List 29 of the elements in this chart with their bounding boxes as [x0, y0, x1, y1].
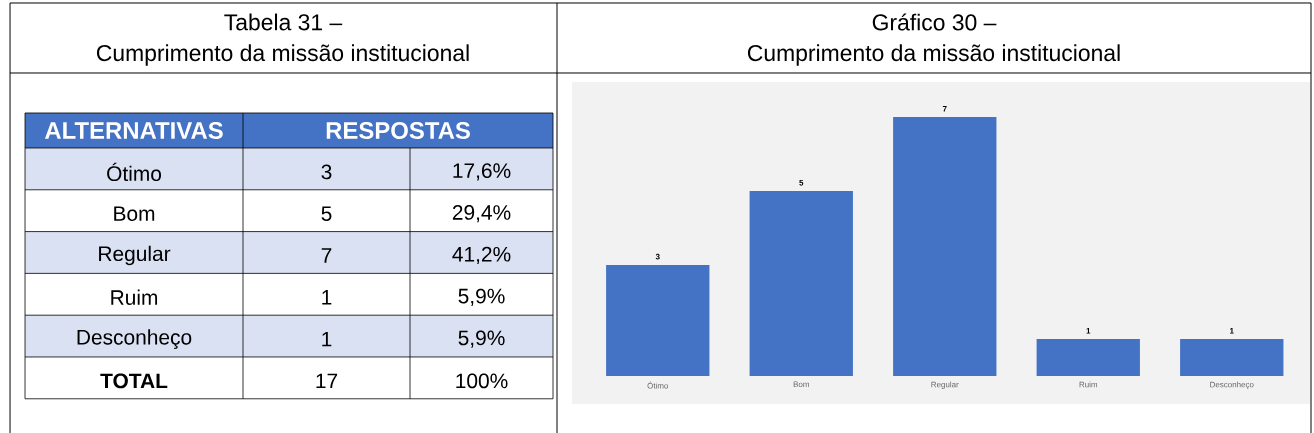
text: Cumprimento da missão institucional: [96, 44, 469, 66]
text: 1: [322, 289, 332, 305]
text: Tabela 31 –: [224, 13, 343, 31]
text: ALTERNATIVAS: [44, 121, 223, 139]
text: 3: [321, 164, 332, 180]
text: 1: [322, 331, 332, 347]
text: TOTAL: [100, 373, 168, 389]
bar: [893, 116, 997, 376]
text: RESPOSTAS: [326, 121, 470, 139]
text: 41,2%: [452, 246, 511, 264]
text: Desconheço: [77, 329, 192, 349]
chart-subtitle: Cumprimento da missão institucional: [747, 44, 1120, 66]
text: Regular: [99, 245, 171, 265]
chart-title: Gráfico 30 –: [872, 13, 997, 31]
bar: [606, 264, 710, 376]
text: 5,9%: [458, 288, 505, 306]
text: 5,9%: [458, 330, 505, 348]
text: 29,4%: [452, 204, 511, 223]
bar: [1180, 338, 1284, 376]
text: 5: [321, 206, 332, 221]
bar: [749, 190, 853, 376]
text: 17: [316, 373, 338, 388]
text: 7: [321, 248, 332, 263]
text: 17,6%: [453, 163, 511, 181]
text: Bom: [114, 206, 155, 221]
text: Ruim: [111, 289, 158, 305]
text: Ótimo: [107, 162, 162, 181]
bar: [1036, 338, 1140, 376]
text: 100%: [456, 373, 508, 389]
